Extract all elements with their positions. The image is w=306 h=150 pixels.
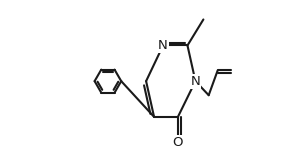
Text: N: N [158,39,168,52]
Text: N: N [191,75,200,88]
Text: O: O [173,136,183,149]
